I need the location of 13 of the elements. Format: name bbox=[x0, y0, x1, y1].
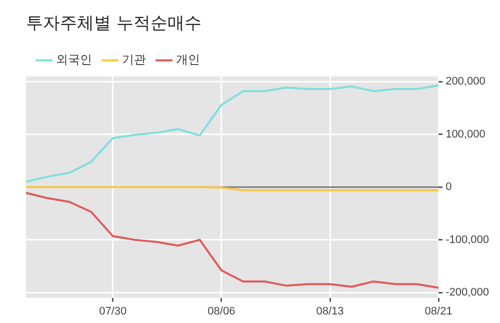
chart-title: 투자주체별 누적순매수 bbox=[26, 14, 202, 34]
legend-label: 개인 bbox=[176, 52, 200, 67]
x-tick-label: 08/21 bbox=[424, 305, 452, 318]
x-tick-label: 08/06 bbox=[208, 305, 236, 318]
y-tick-label: -200,000 bbox=[446, 286, 490, 299]
legend-label: 기관 bbox=[122, 52, 146, 67]
y-tick-label: 100,000 bbox=[446, 128, 486, 140]
y-tick-label: 0 bbox=[446, 181, 452, 194]
y-tick-label: 200,000 bbox=[446, 76, 486, 88]
x-tick-label: 08/13 bbox=[316, 305, 344, 318]
y-tick-label: -100,000 bbox=[446, 234, 490, 246]
legend-label: 외국인 bbox=[56, 52, 92, 67]
x-tick-label: 07/30 bbox=[99, 305, 127, 318]
